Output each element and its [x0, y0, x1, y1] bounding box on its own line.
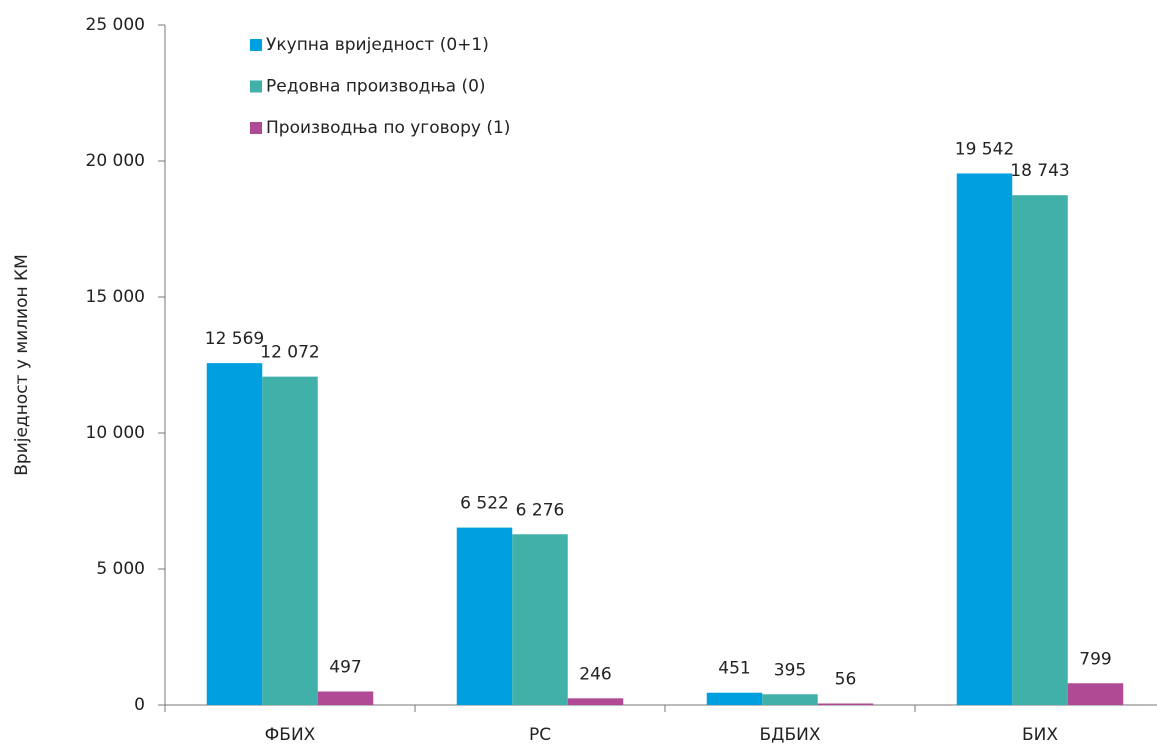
bar	[456, 527, 513, 705]
x-tick-label: РС	[529, 725, 551, 745]
y-tick-label: 5 000	[96, 559, 145, 579]
value-label: 6 276	[516, 500, 565, 520]
y-tick-label: 0	[134, 695, 145, 715]
legend-label: Редовна производња (0)	[266, 77, 486, 97]
bar	[567, 698, 624, 705]
x-tick-label: БИХ	[1022, 725, 1058, 745]
bar	[206, 363, 263, 705]
bar	[317, 691, 374, 705]
value-label: 451	[718, 659, 750, 679]
bar	[262, 376, 318, 705]
bar	[706, 692, 763, 705]
legend-swatch	[250, 39, 262, 51]
value-label: 12 072	[260, 343, 319, 363]
value-label: 6 522	[460, 494, 509, 514]
legend-label: Производња по уговору (1)	[266, 118, 510, 138]
bar	[762, 694, 818, 705]
y-axis-label: Вриједност у милион КМ	[12, 254, 32, 476]
bar	[817, 703, 874, 705]
bar	[956, 173, 1013, 706]
y-tick-label: 10 000	[86, 423, 145, 443]
legend-swatch	[250, 122, 262, 134]
value-label: 395	[774, 660, 806, 680]
y-tick-label: 15 000	[86, 287, 145, 307]
y-tick-label: 25 000	[86, 15, 145, 35]
y-tick-label: 20 000	[86, 151, 145, 171]
value-label: 12 569	[205, 329, 264, 349]
x-tick-label: ФБИХ	[265, 725, 316, 745]
value-label: 18 743	[1010, 161, 1069, 181]
legend-label: Укупна вриједност (0+1)	[266, 35, 489, 55]
legend-swatch	[250, 80, 262, 93]
value-label: 246	[579, 664, 611, 684]
bar	[1067, 683, 1124, 705]
value-label: 19 542	[955, 139, 1014, 159]
bar	[1012, 195, 1068, 705]
x-tick-label: БДБИХ	[760, 725, 821, 745]
value-label: 799	[1079, 649, 1111, 669]
value-label: 497	[329, 657, 361, 677]
value-label: 56	[835, 669, 857, 689]
bar	[512, 534, 568, 705]
